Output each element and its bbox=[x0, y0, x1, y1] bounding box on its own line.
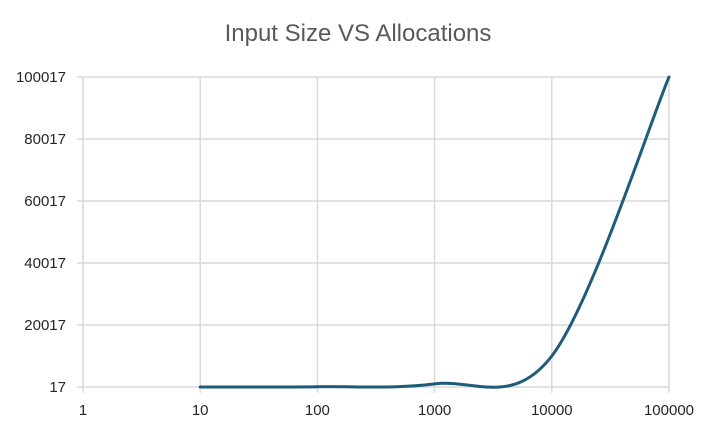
y-tick-label: 20017 bbox=[24, 317, 66, 334]
x-tick-label: 100000 bbox=[644, 402, 694, 419]
chart-title: Input Size VS Allocations bbox=[225, 20, 492, 47]
y-tick-label: 40017 bbox=[24, 255, 66, 272]
y-tick-label: 100017 bbox=[16, 69, 66, 86]
x-tick-label: 1000 bbox=[418, 402, 451, 419]
y-tick-label: 17 bbox=[49, 379, 66, 396]
series-layer bbox=[198, 75, 671, 389]
y-tick-label: 80017 bbox=[24, 131, 66, 148]
x-tick-label: 1 bbox=[79, 402, 87, 419]
series-line-0 bbox=[198, 75, 671, 389]
grid-lines bbox=[82, 76, 670, 387]
y-tick-label: 60017 bbox=[24, 193, 66, 210]
x-tick-label: 100 bbox=[305, 402, 330, 419]
tick-labels: 17 20017 40017 60017 80017 100017 1 10 100 1000 10… bbox=[16, 69, 694, 419]
x-tick-label: 10000 bbox=[531, 402, 573, 419]
x-tick-label: 10 bbox=[192, 402, 209, 419]
